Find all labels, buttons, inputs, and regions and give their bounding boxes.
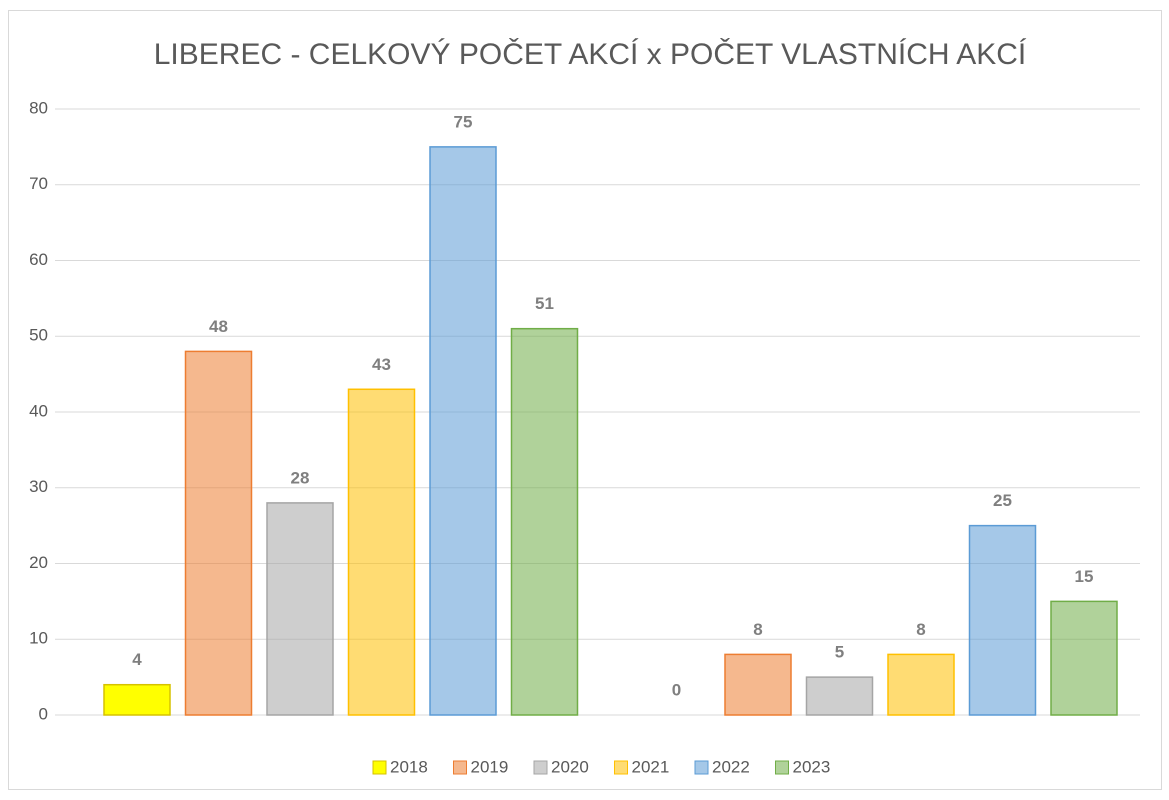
bar [1050, 600, 1118, 716]
legend-label: 2023 [793, 757, 831, 776]
legend-swatch [533, 760, 548, 775]
bar [347, 388, 416, 716]
chart-title: LIBEREC - CELKOVÝ POČET AKCÍ x POČET VLA… [154, 37, 1027, 71]
legend-swatch [694, 760, 709, 775]
y-tick-label: 70 [29, 174, 48, 193]
data-label: 48 [209, 317, 228, 336]
legend-label: 2019 [471, 757, 509, 776]
y-tick-label: 0 [39, 704, 48, 723]
data-label: 25 [993, 491, 1012, 510]
data-label: 28 [291, 468, 310, 487]
bar [184, 350, 253, 716]
bar [429, 146, 497, 716]
y-tick-label: 10 [29, 629, 48, 648]
data-label: 43 [372, 355, 391, 374]
legend-swatch [372, 760, 387, 775]
bar [103, 683, 171, 716]
bar [887, 653, 955, 716]
data-label: 51 [535, 294, 554, 313]
data-label: 8 [916, 620, 925, 639]
bar [805, 676, 874, 716]
y-tick-label: 20 [29, 553, 48, 572]
bar [968, 524, 1037, 716]
bar [724, 653, 792, 716]
bar [510, 327, 579, 716]
legend-label: 2022 [712, 757, 750, 776]
y-tick-label: 30 [29, 477, 48, 496]
legend-label: 2018 [390, 757, 428, 776]
y-tick-label: 40 [29, 401, 48, 420]
data-label: 8 [753, 620, 762, 639]
data-label: 0 [672, 680, 681, 699]
legend-label: 2021 [632, 757, 670, 776]
data-label: 4 [132, 650, 142, 669]
y-tick-label: 80 [29, 98, 48, 117]
data-label: 5 [835, 643, 844, 662]
legend-label: 2020 [551, 757, 589, 776]
bar [266, 502, 334, 716]
legend-swatch [453, 760, 467, 775]
data-label: 75 [454, 112, 473, 131]
data-label: 15 [1075, 567, 1094, 586]
y-tick-label: 50 [29, 326, 48, 345]
legend-swatch [614, 760, 628, 775]
y-tick-label: 60 [29, 250, 48, 269]
legend-swatch [775, 760, 789, 775]
